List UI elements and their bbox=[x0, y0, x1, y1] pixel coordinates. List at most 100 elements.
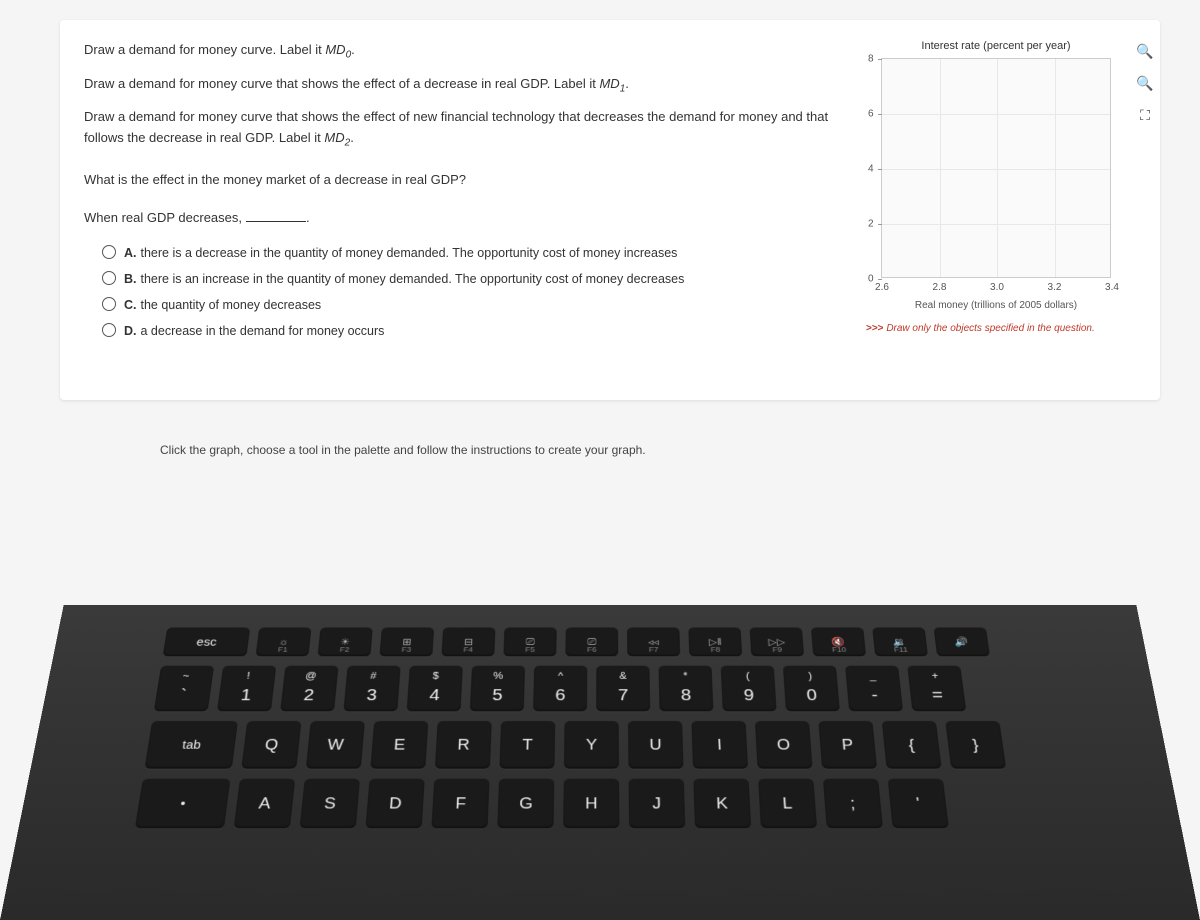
gridline bbox=[882, 224, 1110, 225]
x-tick-label: 3.4 bbox=[1105, 282, 1119, 293]
choice-d[interactable]: D.a decrease in the demand for money occ… bbox=[102, 321, 836, 341]
text: Draw a demand for money curve that shows… bbox=[84, 76, 599, 91]
fn-key[interactable]: ☀F2 bbox=[318, 627, 373, 656]
letter-key[interactable]: Y bbox=[564, 721, 619, 769]
fn-key[interactable]: 🔊 bbox=[934, 627, 990, 656]
gridline bbox=[1055, 59, 1056, 277]
text: Draw a demand for money curve. Label it bbox=[84, 42, 325, 57]
number-key[interactable]: *8 bbox=[659, 666, 714, 712]
letter-key[interactable]: } bbox=[945, 721, 1006, 769]
y-tick-label: 2 bbox=[868, 219, 874, 230]
letter-key[interactable]: Q bbox=[241, 721, 301, 769]
letter-key[interactable]: A bbox=[234, 779, 296, 829]
fn-key[interactable]: ▷‖F8 bbox=[688, 627, 742, 656]
radio-icon[interactable] bbox=[102, 245, 116, 259]
letter-key[interactable]: S bbox=[300, 779, 360, 829]
letter-key[interactable]: G bbox=[497, 779, 554, 829]
letter-key[interactable]: L bbox=[758, 779, 817, 829]
choice-b[interactable]: B.there is an increase in the quantity o… bbox=[102, 269, 836, 289]
letter-key[interactable]: O bbox=[755, 721, 813, 769]
letter-key[interactable]: K bbox=[693, 779, 751, 829]
fn-key[interactable]: ⊟F4 bbox=[441, 627, 495, 656]
question-content: Draw a demand for money curve. Label it … bbox=[84, 40, 836, 380]
letter-key[interactable]: P bbox=[818, 721, 877, 769]
letter-key[interactable]: • bbox=[135, 779, 231, 829]
fn-key[interactable]: ☼F1 bbox=[256, 627, 312, 656]
letter-key[interactable]: U bbox=[628, 721, 684, 769]
fn-key[interactable]: ⎚F5 bbox=[503, 627, 556, 656]
choice-text: the quantity of money decreases bbox=[141, 298, 322, 312]
number-key[interactable]: (9 bbox=[721, 666, 777, 712]
radio-icon[interactable] bbox=[102, 271, 116, 285]
letter-key[interactable]: J bbox=[629, 779, 686, 829]
chart-canvas[interactable]: 024682.62.83.03.23.4 bbox=[881, 58, 1111, 278]
chart-title: Interest rate (percent per year) bbox=[856, 40, 1136, 52]
laptop-keyboard: esc☼F1☀F2⊞F3⊟F4 ⎚F5 ⎚F6 ◃◃F7 ▷‖F8 ▷▷F9🔇F10🔉F1… bbox=[0, 605, 1200, 920]
number-key[interactable]: _- bbox=[845, 666, 903, 712]
number-key[interactable]: )0 bbox=[783, 666, 840, 712]
zoom-out-icon[interactable]: 🔍 bbox=[1134, 72, 1156, 94]
choice-a[interactable]: A.there is a decrease in the quantity of… bbox=[102, 243, 836, 263]
chart-panel: Interest rate (percent per year) 024682.… bbox=[856, 40, 1136, 380]
radio-icon[interactable] bbox=[102, 323, 116, 337]
letter-key[interactable]: T bbox=[499, 721, 555, 769]
letter-key[interactable]: R bbox=[435, 721, 492, 769]
gridline bbox=[997, 59, 998, 277]
fn-key[interactable]: ⊞F3 bbox=[379, 627, 434, 656]
text: . bbox=[350, 130, 354, 145]
fn-key[interactable]: ▷▷F9 bbox=[750, 627, 804, 656]
letter-key[interactable]: { bbox=[882, 721, 942, 769]
number-key[interactable]: &7 bbox=[596, 666, 650, 712]
number-key[interactable]: ^6 bbox=[533, 666, 587, 712]
note-text: Draw only the objects specified in the q… bbox=[886, 323, 1094, 334]
number-key[interactable]: $4 bbox=[407, 666, 463, 712]
choice-letter: A. bbox=[124, 246, 137, 260]
letter-key[interactable]: ' bbox=[888, 779, 949, 829]
text: . bbox=[625, 76, 629, 91]
letter-key[interactable]: H bbox=[563, 779, 619, 829]
fn-key[interactable]: 🔇F10 bbox=[811, 627, 866, 656]
x-axis-label: Real money (trillions of 2005 dollars) bbox=[856, 300, 1136, 311]
chart-note: >>> Draw only the objects specified in t… bbox=[856, 323, 1136, 334]
x-tick-label: 3.2 bbox=[1048, 282, 1062, 293]
note-marker: >>> bbox=[866, 323, 884, 334]
x-tick-label: 2.6 bbox=[875, 282, 889, 293]
question-prompt: What is the effect in the money market o… bbox=[84, 170, 836, 191]
gridline bbox=[882, 169, 1110, 170]
fn-key[interactable]: ⎚F6 bbox=[565, 627, 618, 656]
choice-letter: C. bbox=[124, 298, 137, 312]
number-key[interactable]: #3 bbox=[343, 666, 400, 712]
md-label: MD bbox=[599, 76, 619, 91]
letter-key[interactable]: E bbox=[370, 721, 428, 769]
text: . bbox=[351, 42, 355, 57]
number-key[interactable]: ~` bbox=[154, 666, 214, 712]
tab-key[interactable]: tab bbox=[144, 721, 238, 769]
letter-key[interactable]: W bbox=[306, 721, 365, 769]
letter-key[interactable]: F bbox=[431, 779, 489, 829]
fullscreen-icon[interactable]: ⛶ bbox=[1134, 104, 1156, 126]
question-panel: Draw a demand for money curve. Label it … bbox=[60, 20, 1160, 400]
gridline bbox=[940, 59, 941, 277]
choice-letter: B. bbox=[124, 272, 137, 286]
blank-field[interactable] bbox=[246, 210, 306, 222]
number-key[interactable]: !1 bbox=[217, 666, 276, 712]
graph-hint: Click the graph, choose a tool in the pa… bbox=[160, 441, 646, 460]
instruction-2: Draw a demand for money curve that shows… bbox=[84, 74, 836, 98]
fn-key[interactable]: 🔉F11 bbox=[872, 627, 928, 656]
number-key[interactable]: @2 bbox=[280, 666, 338, 712]
zoom-in-icon[interactable]: 🔍 bbox=[1134, 40, 1156, 62]
letter-key[interactable]: I bbox=[691, 721, 748, 769]
instruction-1: Draw a demand for money curve. Label it … bbox=[84, 40, 836, 64]
letter-key[interactable]: ; bbox=[823, 779, 883, 829]
choice-text: a decrease in the demand for money occur… bbox=[141, 324, 385, 338]
fn-key[interactable]: ◃◃F7 bbox=[627, 627, 680, 656]
choice-c[interactable]: C. the quantity of money decreases bbox=[102, 295, 836, 315]
number-key[interactable]: += bbox=[907, 666, 966, 712]
radio-icon[interactable] bbox=[102, 297, 116, 311]
number-key[interactable]: %5 bbox=[470, 666, 525, 712]
x-tick-label: 2.8 bbox=[933, 282, 947, 293]
esc-key[interactable]: esc bbox=[163, 627, 251, 656]
text: Draw a demand for money curve that shows… bbox=[84, 109, 828, 145]
x-tick-label: 3.0 bbox=[990, 282, 1004, 293]
letter-key[interactable]: D bbox=[365, 779, 424, 829]
